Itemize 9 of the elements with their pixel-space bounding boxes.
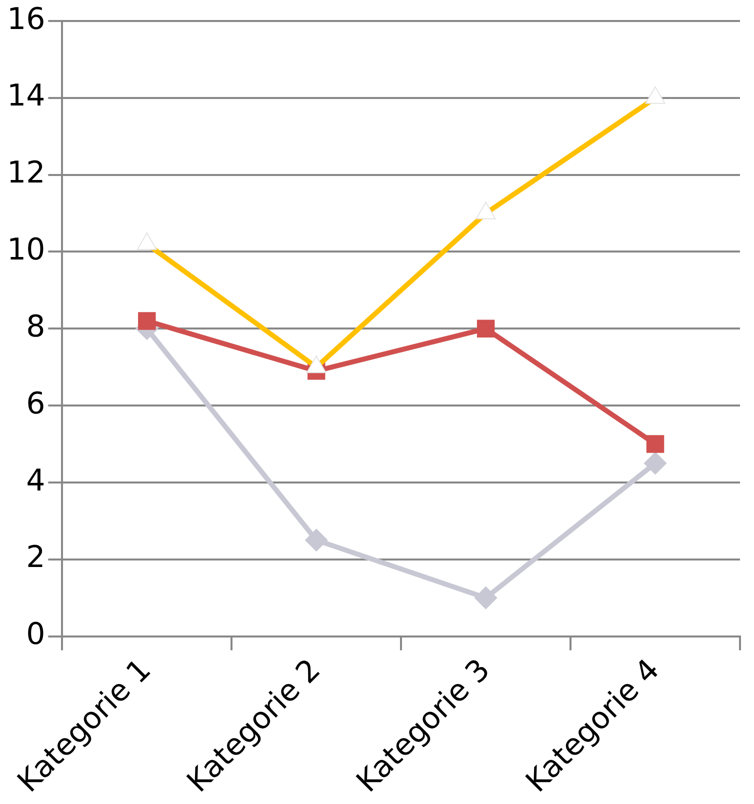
y-tick-label: 14 — [6, 78, 46, 114]
y-tick-label: 12 — [6, 156, 46, 191]
y-tick-label: 0 — [26, 617, 46, 652]
y-tick-label: 10 — [6, 232, 46, 268]
y-tick-label: 8 — [26, 309, 46, 344]
y-tick-label: 4 — [26, 463, 46, 498]
y-tick-label: 16 — [6, 2, 46, 37]
y-tick-label: 6 — [26, 386, 46, 422]
y-tick-label: 2 — [26, 540, 46, 576]
